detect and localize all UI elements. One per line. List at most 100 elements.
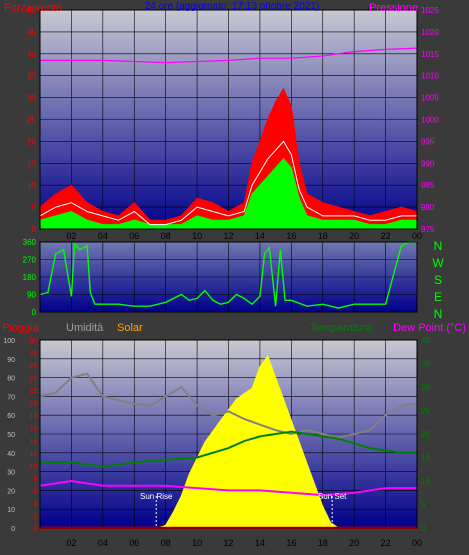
wind-x-tick-label: 12 xyxy=(223,231,233,241)
winddir-tick-label: 180 xyxy=(23,273,37,282)
climate-x-tick-label: 08 xyxy=(161,538,171,548)
rain-tick-label: 18 xyxy=(29,413,37,420)
winddir-line xyxy=(39,241,417,309)
wind-tick-label: 20 xyxy=(27,137,36,146)
wind-tick-label: 10 xyxy=(27,181,36,190)
climate-series: Sun Rise Sun Set xyxy=(39,339,418,530)
compass-letter: E xyxy=(434,290,442,304)
pressure-tick-label: 1000 xyxy=(421,116,439,125)
climate-x-tick-label: 22 xyxy=(381,538,391,548)
humidity-tick-label: 40 xyxy=(7,451,15,458)
climate-ticks: 0102030405060708090100024681012141618202… xyxy=(3,336,430,548)
rain-axis-label: Pioggia xyxy=(2,322,40,334)
humidity-tick-label: 30 xyxy=(7,470,15,477)
pressure-tick-label: 995 xyxy=(421,137,435,146)
wind-plot-frame xyxy=(39,9,418,230)
rain-tick-label: 30 xyxy=(29,338,37,345)
winddir-plot-frame xyxy=(39,241,418,313)
compass-letter: S xyxy=(434,273,442,287)
humidity-tick-label: 70 xyxy=(7,394,15,401)
pressure-tick-label: 990 xyxy=(421,159,435,168)
humidity-tick-label: 60 xyxy=(7,413,15,420)
sun-annotation: Sun Rise xyxy=(140,492,173,501)
rain-tick-label: 16 xyxy=(29,426,37,433)
wind-x-tick-label: 02 xyxy=(66,231,76,241)
gust-series-area xyxy=(39,158,418,230)
rain-tick-label: 6 xyxy=(33,488,37,495)
rain-tick-label: 20 xyxy=(29,401,37,408)
wind-chart-title: 24 ore (aggiornato: 17:13 ottobre 2021) xyxy=(145,1,320,12)
pressure-tick-label: 975 xyxy=(421,225,435,234)
pressure-tick-label: 1010 xyxy=(421,72,439,81)
winddir-tick-label: 270 xyxy=(23,256,37,265)
humidity-tick-label: 90 xyxy=(7,357,15,364)
rain-tick-label: 10 xyxy=(29,463,37,470)
pressure-axis-label: Pressione xyxy=(369,2,418,14)
rain-tick-label: 2 xyxy=(33,513,37,520)
wind-x-tick-label: 22 xyxy=(381,231,391,241)
climate-x-tick-label: 18 xyxy=(318,538,328,548)
temp-tick-label: 5 xyxy=(421,501,426,510)
wind-tick-label: 25 xyxy=(27,116,36,125)
wind-x-tick-label: 04 xyxy=(98,231,108,241)
compass-letter: N xyxy=(434,239,443,253)
wind-avg-line xyxy=(39,140,417,226)
humidity-tick-label: 100 xyxy=(3,338,15,345)
climate-x-tick-label: 02 xyxy=(66,538,76,548)
humidity-tick-label: 0 xyxy=(11,526,15,533)
rain-tick-label: 12 xyxy=(29,451,37,458)
wind-x-tick-label: 06 xyxy=(129,231,139,241)
humidity-tick-label: 10 xyxy=(7,507,15,514)
wind-tick-label: 5 xyxy=(32,203,37,212)
climate-x-tick-label: 04 xyxy=(98,538,108,548)
temp-tick-label: 35 xyxy=(421,360,430,369)
climate-x-tick-label: 16 xyxy=(286,538,296,548)
climate-plot-frame xyxy=(39,339,418,529)
solar-series-area xyxy=(40,355,417,529)
humidity-tick-label: 20 xyxy=(7,488,15,495)
rain-tick-label: 0 xyxy=(33,526,37,533)
wind-x-tick-label: 00 xyxy=(412,231,422,241)
climate-x-tick-label: 10 xyxy=(192,538,202,548)
pressure-tick-label: 1015 xyxy=(421,50,439,59)
rain-tick-label: 22 xyxy=(29,388,37,395)
temp-tick-label: 30 xyxy=(421,383,430,392)
rain-tick-label: 14 xyxy=(29,438,37,445)
temp-tick-label: 20 xyxy=(421,430,430,439)
wind-tick-label: 35 xyxy=(27,72,36,81)
dewpoint-axis-label: Dew Point (°C) xyxy=(393,322,466,334)
humidity-tick-label: 80 xyxy=(7,376,15,383)
winddir-tick-label: 360 xyxy=(23,238,37,247)
temp-tick-label: 40 xyxy=(421,336,430,345)
wind-x-tick-label: 20 xyxy=(349,231,359,241)
temp-tick-label: 10 xyxy=(421,477,430,486)
rain-tick-label: 4 xyxy=(33,501,37,508)
wind-x-tick-label: 10 xyxy=(192,231,202,241)
temperature-line xyxy=(40,430,417,468)
climate-x-tick-label: 20 xyxy=(349,538,359,548)
temp-tick-label: 25 xyxy=(421,407,430,416)
pressure-tick-label: 1005 xyxy=(421,94,439,103)
rain-tick-label: 24 xyxy=(29,376,37,383)
winddir-ticks: 0 90 180 270 360 xyxy=(23,238,37,317)
wind-series xyxy=(39,9,418,230)
winddir-tick-label: 0 xyxy=(32,308,37,317)
solar-axis-label: Solar xyxy=(117,322,143,334)
wind-tick-label: 30 xyxy=(27,94,36,103)
wind-tick-label: 15 xyxy=(27,159,36,168)
wind-tick-label: 45 xyxy=(27,28,36,37)
climate-x-tick-label: 06 xyxy=(129,538,139,548)
pressure-tick-label: 985 xyxy=(421,181,435,190)
sun-annotation: Sun Set xyxy=(318,492,347,501)
wind-tick-label: 0 xyxy=(32,225,37,234)
humidity-axis-label: Umidità xyxy=(66,322,104,334)
wind-axis-label: Forza vento xyxy=(4,2,62,14)
rain-tick-label: 26 xyxy=(29,363,37,370)
climate-x-tick-label: 14 xyxy=(255,538,265,548)
temp-tick-label: 0 xyxy=(421,524,426,533)
pressure-tick-label: 980 xyxy=(421,203,435,212)
climate-labels: Pioggia Umidità Solar Temperatura Dew Point … xyxy=(2,322,466,334)
pressure-line xyxy=(40,47,418,64)
